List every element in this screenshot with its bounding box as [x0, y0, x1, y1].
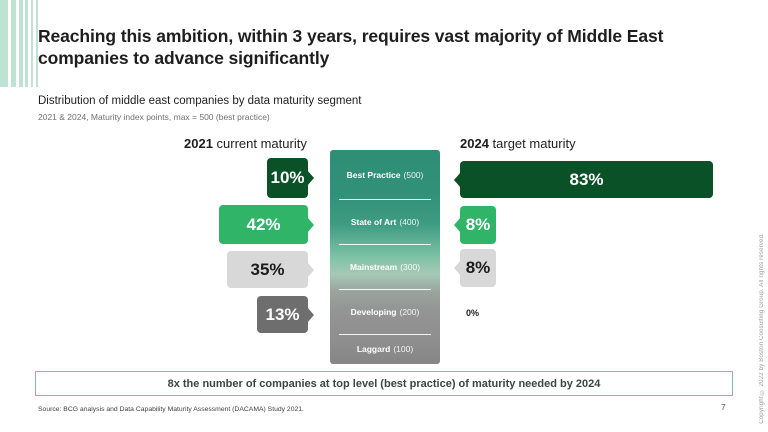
accent-stripes-decoration — [0, 0, 38, 87]
segment-points: (100) — [393, 344, 414, 354]
segment-name: Developing — [350, 307, 397, 317]
slide-title: Reaching this ambition, within 3 years, … — [38, 26, 664, 69]
segment-name: Mainstream — [349, 262, 398, 272]
arrow-tip-icon — [454, 171, 461, 188]
year-2021: 2021 — [184, 136, 213, 151]
page-number: 7 — [721, 402, 726, 412]
segment-divider — [339, 244, 431, 245]
bar-value: 8% — [465, 215, 491, 234]
column-header-2021: 2021 current maturity — [184, 136, 307, 151]
stripe — [10, 0, 16, 87]
bar-value: 83% — [569, 169, 604, 189]
label-target-maturity: target maturity — [488, 136, 576, 151]
scale-segment-developing: Developing (200) — [330, 290, 440, 334]
segment-points: (400) — [399, 217, 420, 227]
segment-points: (200) — [399, 307, 420, 317]
arrow-tip-icon — [454, 217, 461, 233]
segment-divider — [339, 289, 431, 290]
stripe — [30, 0, 33, 87]
segment-name: Best Practice — [346, 169, 401, 180]
stripe — [35, 0, 38, 87]
bar-2024-best-practice: 83% — [454, 161, 713, 198]
scale-segment-best-practice: Best Practice (500) — [330, 150, 440, 199]
arrow-tip-icon — [307, 170, 314, 186]
arrow-tip-icon — [454, 260, 461, 276]
maturity-scale: Best Practice (500) State of Art (400) M… — [330, 150, 440, 364]
column-header-2024: 2024 target maturity — [460, 136, 576, 151]
source-note: Source: BCG analysis and Data Capability… — [38, 406, 304, 413]
bar-2024-developing-value: 0% — [466, 308, 480, 318]
bar-value: 13% — [265, 304, 300, 324]
segment-name: Laggard — [356, 344, 391, 354]
bar-value: 10% — [270, 168, 305, 187]
segment-divider — [339, 199, 431, 200]
bar-2021-state-of-art: 42% — [219, 205, 314, 244]
copyright-notice: Copyright © 2022 by Boston Consulting Gr… — [759, 233, 765, 424]
bar-value: 8% — [465, 258, 491, 277]
bar-2024-mainstream: 8% — [454, 249, 496, 287]
chart-title: Distribution of middle east companies by… — [38, 95, 362, 107]
key-message-banner: 8x the number of companies at top level … — [35, 371, 733, 396]
segment-divider — [339, 334, 431, 335]
arrow-tip-icon — [307, 306, 314, 323]
segment-name: State of Art — [350, 217, 397, 227]
bar-2021-developing: 13% — [257, 296, 314, 333]
segment-points: (500) — [403, 169, 424, 180]
bar-2024-state-of-art: 8% — [454, 206, 496, 244]
stripe — [18, 0, 23, 87]
chart-subtitle: 2021 & 2024, Maturity index points, max … — [38, 112, 270, 122]
bar-value: 42% — [246, 214, 281, 234]
arrow-tip-icon — [307, 216, 314, 233]
arrow-tip-icon — [307, 261, 314, 278]
scale-segment-mainstream: Mainstream (300) — [330, 245, 440, 289]
stripe — [0, 0, 8, 87]
segment-points: (300) — [400, 262, 421, 272]
scale-segment-laggard: Laggard (100) — [330, 335, 440, 363]
label-current-maturity: current maturity — [212, 136, 307, 151]
year-2024: 2024 — [460, 136, 489, 151]
bar-2021-best-practice: 10% — [267, 158, 314, 198]
scale-segment-state-of-art: State of Art (400) — [330, 200, 440, 244]
bar-2021-mainstream: 35% — [227, 251, 314, 288]
stripe — [25, 0, 28, 87]
bar-value: 35% — [250, 259, 285, 279]
